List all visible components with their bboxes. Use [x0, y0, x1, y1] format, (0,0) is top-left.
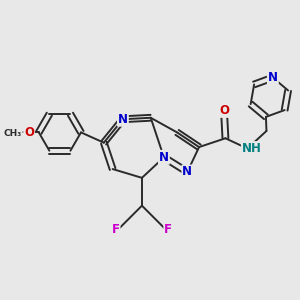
Text: O: O — [219, 104, 229, 117]
Text: F: F — [112, 223, 120, 236]
Text: N: N — [118, 113, 128, 126]
Text: F: F — [164, 223, 172, 236]
Text: N: N — [268, 71, 278, 84]
Text: CH₃: CH₃ — [4, 128, 22, 137]
Text: N: N — [159, 151, 169, 164]
Text: NH: NH — [242, 142, 262, 155]
Text: O: O — [24, 126, 34, 139]
Text: N: N — [182, 166, 192, 178]
